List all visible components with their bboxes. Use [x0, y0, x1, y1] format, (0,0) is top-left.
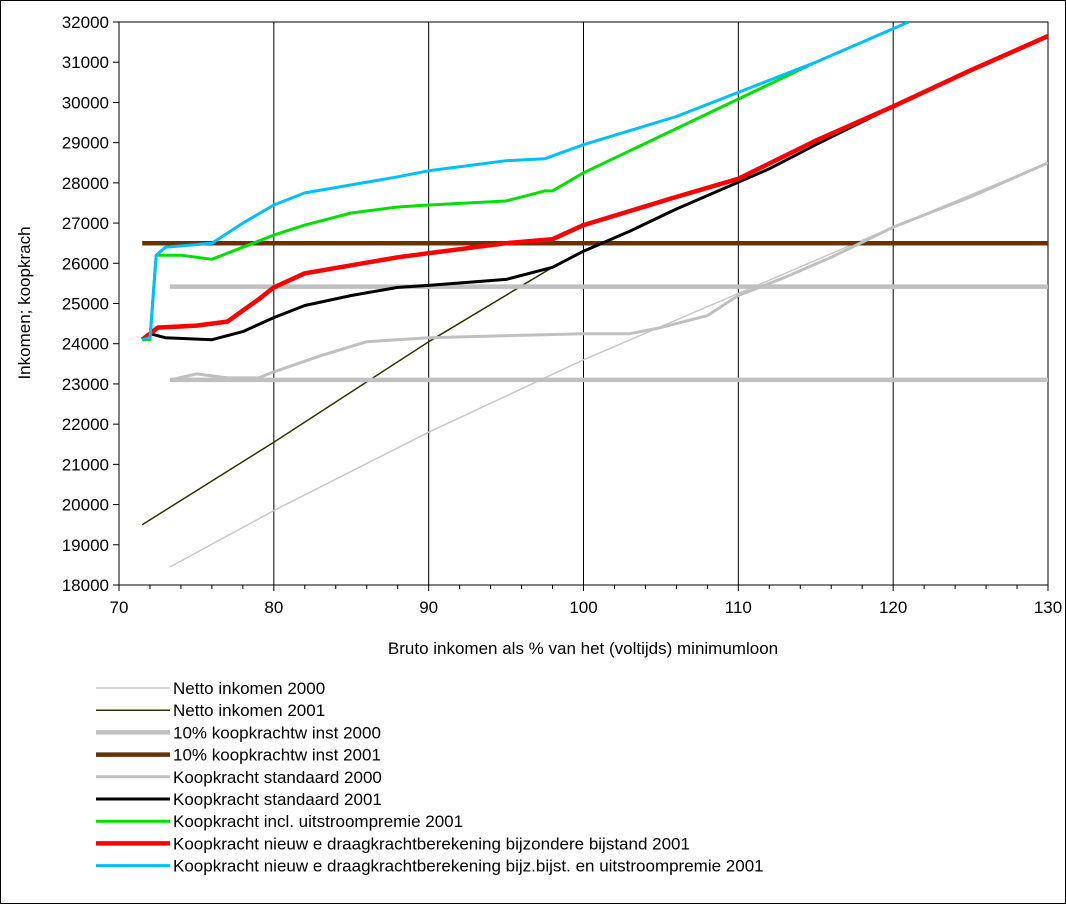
y-tick-label: 30000	[62, 93, 109, 112]
x-axis-label: Bruto inkomen als % van het (voltijds) m…	[388, 639, 778, 658]
series-line-8	[140, 34, 1048, 342]
x-tick-label: 90	[419, 598, 438, 617]
y-tick-label: 29000	[62, 134, 109, 153]
y-tick-label: 32000	[62, 13, 109, 32]
x-tick-label: 110	[725, 598, 752, 617]
y-tick-label: 27000	[62, 214, 109, 233]
axes: 18000 19000 20000 21000 22000 23000 24000 25000…	[62, 13, 1062, 617]
series-line-9	[141, 22, 910, 342]
x-tick-label: 80	[264, 598, 283, 617]
series-line-7	[142, 60, 817, 342]
y-tick-label: 25000	[62, 295, 109, 314]
x-tick-label: 120	[879, 598, 907, 617]
legend-label-3: 10% koopkrachtw inst 2000	[173, 723, 381, 742]
y-tick-label: 21000	[62, 455, 109, 474]
y-tick-label: 20000	[62, 496, 109, 515]
y-tick-label: 31000	[62, 53, 109, 72]
y-axis-label: Inkomen; koopkrach	[15, 226, 34, 379]
legend-label-7: Koopkracht incl. uitstroompremie 2001	[173, 812, 463, 831]
legend-label-6: Koopkracht standaard 2001	[173, 790, 382, 809]
series-line-2	[141, 266, 553, 526]
legend-label-4: 10% koopkrachtw inst 2001	[173, 746, 381, 765]
y-tick-label: 24000	[62, 335, 109, 354]
y-tick-label: 18000	[62, 576, 109, 595]
legend-label-8: Koopkracht nieuw e draagkrachtberekening…	[173, 834, 690, 853]
legend-label-9: Koopkracht nieuw e draagkrachtberekening…	[173, 857, 764, 876]
x-tick-label: 70	[110, 598, 129, 617]
legend-label-1: Netto inkomen 2000	[173, 679, 325, 698]
x-tick-label: 100	[569, 598, 597, 617]
x-tick-label: 130	[1034, 598, 1062, 617]
series-line-5	[169, 161, 1048, 382]
y-tick-label: 19000	[62, 536, 109, 555]
legend: Netto inkomen 2000 Netto inkomen 2001 10% …	[96, 679, 764, 876]
series-line-6	[141, 34, 1048, 342]
series-line-3	[170, 284, 1048, 383]
y-tick-label: 26000	[62, 254, 109, 273]
series-layer	[140, 22, 1048, 568]
legend-label-2: Netto inkomen 2001	[173, 701, 325, 720]
gridlines	[273, 22, 894, 585]
y-tick-label: 23000	[62, 375, 109, 394]
legend-label-5: Koopkracht standaard 2000	[173, 768, 382, 787]
y-tick-label: 28000	[62, 174, 109, 193]
y-tick-label: 22000	[62, 415, 109, 434]
